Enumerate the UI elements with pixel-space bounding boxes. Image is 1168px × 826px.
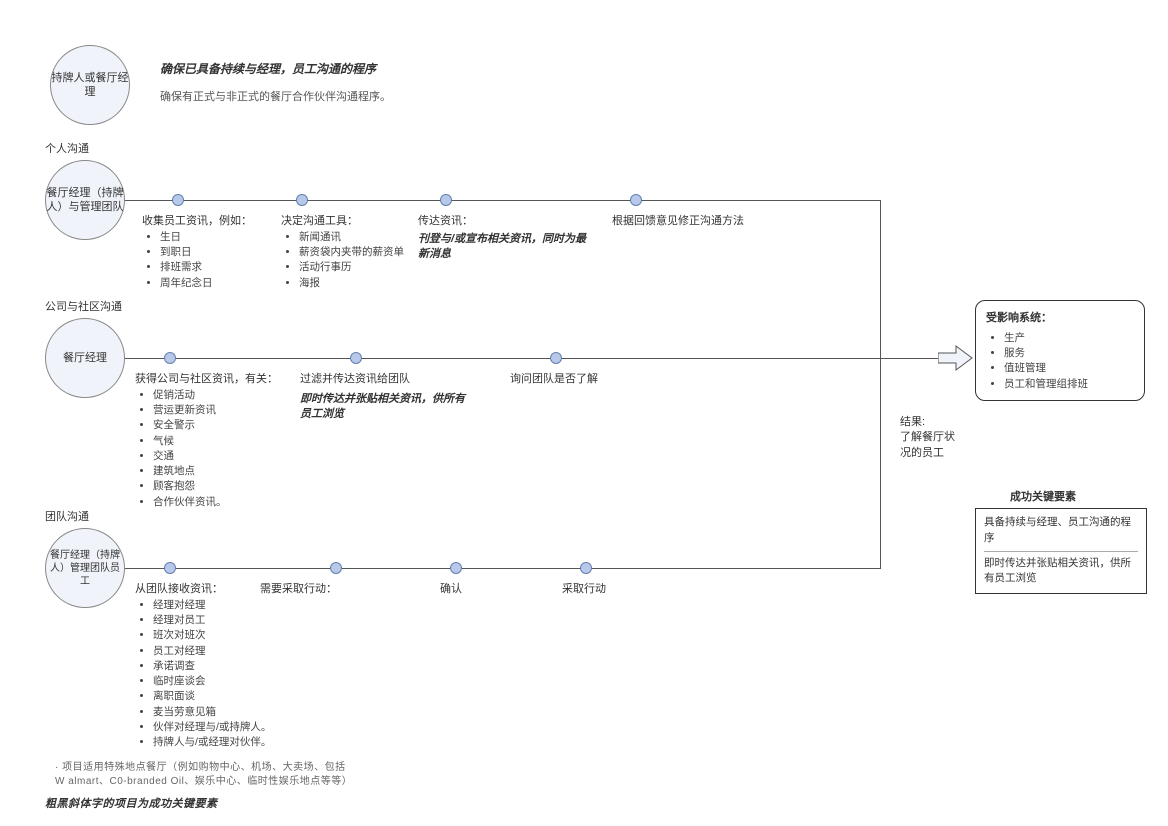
lane1-node: 餐厅经理（持牌人）与管理团队 [45,160,125,240]
lane3-dot4 [580,562,592,574]
list-item: 员工对经理 [153,644,315,659]
footnote-bold: 粗黑斜体字的项目为成功关键要素 [45,795,218,811]
lane1-step4-label: 根据回馈意见修正沟通方法 [612,212,744,228]
lane2-line [125,358,880,359]
lane3-node: 餐厅经理（持牌人）管理团队员工 [45,528,125,608]
header-title: 确保已具备持续与经理，员工沟通的程序 [160,60,376,77]
lane2-node-label: 餐厅经理 [63,351,107,365]
result-block: 结果: 了解餐厅状况的员工 [900,415,960,461]
list-item: 临时座谈会 [153,674,315,689]
list-item: 建筑地点 [153,464,305,479]
result-text: 了解餐厅状况的员工 [900,431,955,458]
affected-list: 生产 服务 值班管理 员工和管理组排班 [986,331,1134,392]
lane3-line [125,568,880,569]
list-item: 班次对班次 [153,628,315,643]
list-item: 经理对经理 [153,598,315,613]
lane3-step3-label: 确认 [440,580,462,596]
lane2-dot3 [550,352,562,364]
affected-title: 受影响系统： [986,309,1134,325]
list-item: 生产 [1004,331,1134,346]
list-item: 活动行事历 [299,260,411,275]
lane3-dot2 [330,562,342,574]
lane3-step4-label: 采取行动 [562,580,606,596]
lane1-step2-label: 决定沟通工具： [281,215,358,227]
list-item: 服务 [1004,346,1134,361]
lane1-step1-label: 收集员工资讯，例如： [142,215,252,227]
merge-vline [880,200,881,569]
list-item: 气候 [153,434,305,449]
list-item: 承诺调查 [153,659,315,674]
success-item1: 具备持续与经理、员工沟通的程序 [984,515,1138,552]
lane1-step2-list: 新闻通讯 薪资袋内夹带的薪资单 活动行事历 海报 [281,230,411,291]
lane2-node: 餐厅经理 [45,318,125,398]
lane1-step1-list: 生日 到职日 排班需求 周年纪念日 [142,230,282,291]
lane1-section: 个人沟通 [45,140,89,156]
list-item: 周年纪念日 [160,276,282,291]
list-item: 麦当劳意见箱 [153,705,315,720]
lane2-dot1 [164,352,176,364]
result-label: 结果: [900,416,925,428]
affected-box: 受影响系统： 生产 服务 值班管理 员工和管理组排班 [975,300,1145,401]
footnote-line2: W almart、C0-branded Oil、娱乐中心、临时性娱乐地点等等） [55,772,352,787]
lane1-dot1 [172,194,184,206]
merge-to-arrow [880,358,940,359]
lane3-step1-label: 从团队接收资讯： [135,583,223,595]
footnote-line1: · 项目适用特殊地点餐厅（例如购物中心、机场、大卖场、包括 [55,758,346,773]
list-item: 离职面谈 [153,689,315,704]
lane1-step3-italic: 刊登与/或宣布相关资讯，同时为最新消息 [418,232,588,263]
list-item: 薪资袋内夹带的薪资单 [299,245,411,260]
lane1-step2: 决定沟通工具： 新闻通讯 薪资袋内夹带的薪资单 活动行事历 海报 [281,212,411,291]
success-title: 成功关键要素 [1010,488,1076,504]
list-item: 合作伙伴资讯。 [153,495,305,510]
list-item: 持牌人与/或经理对伙伴。 [153,735,315,750]
lane3-node-label: 餐厅经理（持牌人）管理团队员工 [46,549,124,588]
lane1-node-label: 餐厅经理（持牌人）与管理团队 [46,186,124,215]
list-item: 排班需求 [160,260,282,275]
lane3-step1: 从团队接收资讯： 经理对经理 经理对员工 班次对班次 员工对经理 承诺调查 临时… [135,580,315,750]
lane1-dot3 [440,194,452,206]
lane2-dot2 [350,352,362,364]
list-item: 促销活动 [153,388,305,403]
arrow-icon [938,344,974,372]
success-item2: 即时传达并张贴相关资讯，供所有员工浏览 [984,556,1138,588]
lane1-step3-label: 传达资讯： [418,212,473,228]
list-item: 顾客抱怨 [153,479,305,494]
list-item: 生日 [160,230,282,245]
lane2-step3-label: 询问团队是否了解 [510,370,598,386]
list-item: 海报 [299,276,411,291]
lane3-step2-label: 需要采取行动： [260,580,337,596]
list-item: 安全警示 [153,418,305,433]
list-item: 值班管理 [1004,361,1134,376]
list-item: 新闻通讯 [299,230,411,245]
list-item: 营运更新资讯 [153,403,305,418]
list-item: 到职日 [160,245,282,260]
lane3-dot3 [450,562,462,574]
lane3-step1-list: 经理对经理 经理对员工 班次对班次 员工对经理 承诺调查 临时座谈会 离职面谈 … [135,598,315,750]
lane3-dot1 [164,562,176,574]
lane1-step1: 收集员工资讯，例如： 生日 到职日 排班需求 周年纪念日 [142,212,282,291]
lane1-dot2 [296,194,308,206]
lane2-step2-label: 过滤并传达资讯给团队 [300,370,410,386]
header-node: 持牌人或餐厅经理 [50,45,130,125]
lane2-step1-list: 促销活动 营运更新资讯 安全警示 气候 交通 建筑地点 顾客抱怨 合作伙伴资讯。 [135,388,305,510]
lane2-step1: 获得公司与社区资讯，有关： 促销活动 营运更新资讯 安全警示 气候 交通 建筑地… [135,370,305,510]
lane3-section: 团队沟通 [45,508,89,524]
list-item: 经理对员工 [153,613,315,628]
header-node-label: 持牌人或餐厅经理 [51,71,129,100]
header-subtitle: 确保有正式与非正式的餐厅合作伙伴沟通程序。 [160,88,391,104]
list-item: 交通 [153,449,305,464]
lane1-dot4 [630,194,642,206]
list-item: 员工和管理组排班 [1004,377,1134,392]
list-item: 伙伴对经理与/或持牌人。 [153,720,315,735]
lane2-section: 公司与社区沟通 [45,298,122,314]
lane2-step1-label: 获得公司与社区资讯，有关： [135,373,278,385]
success-box: 具备持续与经理、员工沟通的程序 即时传达并张贴相关资讯，供所有员工浏览 [975,508,1147,594]
lane2-step2-italic: 即时传达并张贴相关资讯，供所有员工浏览 [300,392,470,423]
lane1-line [125,200,880,201]
